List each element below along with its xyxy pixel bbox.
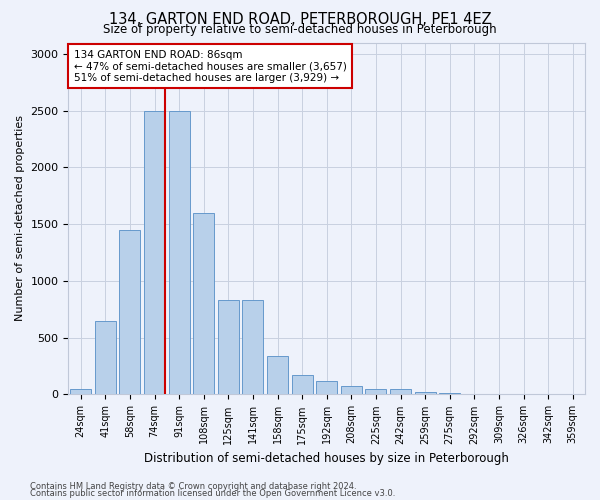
X-axis label: Distribution of semi-detached houses by size in Peterborough: Distribution of semi-detached houses by … <box>144 452 509 465</box>
Bar <box>292 375 313 394</box>
Bar <box>144 110 165 395</box>
Bar <box>193 213 214 394</box>
Bar <box>267 356 288 395</box>
Bar <box>70 389 91 394</box>
Text: Contains public sector information licensed under the Open Government Licence v3: Contains public sector information licen… <box>30 490 395 498</box>
Bar <box>415 392 436 394</box>
Bar <box>169 110 190 395</box>
Text: 134 GARTON END ROAD: 86sqm
← 47% of semi-detached houses are smaller (3,657)
51%: 134 GARTON END ROAD: 86sqm ← 47% of semi… <box>74 50 346 82</box>
Bar <box>390 390 411 394</box>
Bar <box>242 300 263 394</box>
Bar <box>341 386 362 394</box>
Y-axis label: Number of semi-detached properties: Number of semi-detached properties <box>15 116 25 322</box>
Bar <box>365 389 386 394</box>
Bar <box>95 320 116 394</box>
Bar <box>119 230 140 394</box>
Text: Contains HM Land Registry data © Crown copyright and database right 2024.: Contains HM Land Registry data © Crown c… <box>30 482 356 491</box>
Bar <box>316 381 337 394</box>
Text: 134, GARTON END ROAD, PETERBOROUGH, PE1 4EZ: 134, GARTON END ROAD, PETERBOROUGH, PE1 … <box>109 12 491 28</box>
Bar <box>218 300 239 394</box>
Text: Size of property relative to semi-detached houses in Peterborough: Size of property relative to semi-detach… <box>103 22 497 36</box>
